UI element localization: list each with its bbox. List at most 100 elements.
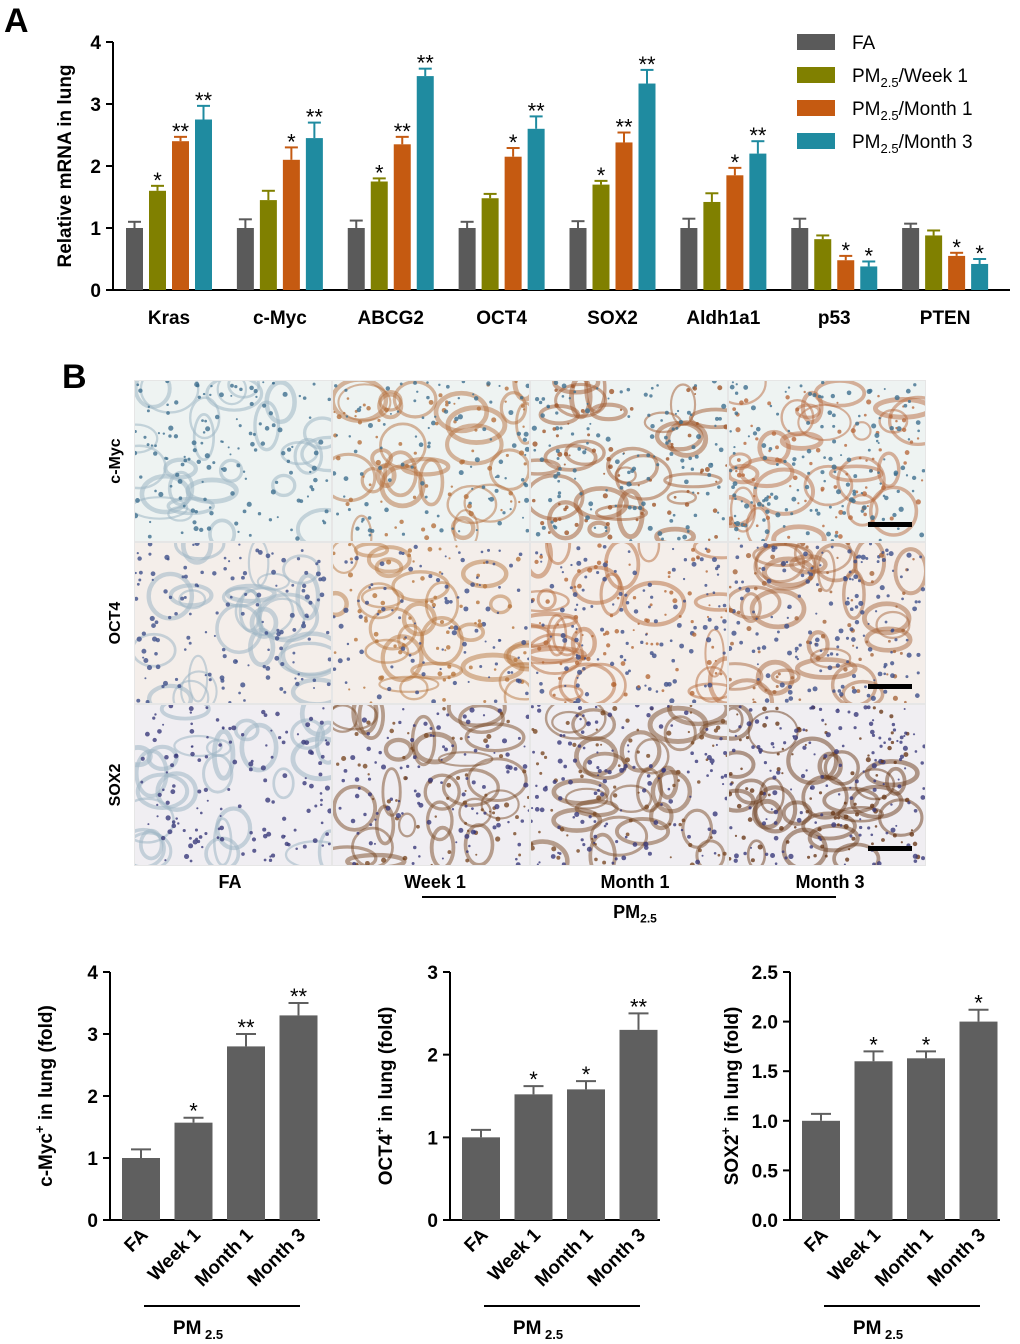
bar: [619, 1029, 658, 1220]
micrograph-sox2-fa: [134, 704, 332, 866]
micrograph-texture: [333, 381, 529, 541]
y-axis-title: OCT4+ in lung (fold): [372, 1007, 397, 1186]
micrograph-cmyc-fa: [134, 380, 332, 542]
micrograph-oct4-month1: [530, 542, 728, 704]
y-tick-label: 4: [87, 963, 98, 984]
significance-marker: *: [841, 238, 850, 263]
significance-marker: **: [615, 115, 633, 140]
micrograph-cmyc-week1: [332, 380, 530, 542]
bar: [907, 1058, 945, 1220]
y-tick-label: 3: [427, 963, 438, 984]
significance-marker: *: [975, 241, 984, 266]
micrograph-texture: [333, 705, 529, 865]
significance-marker: *: [582, 1062, 591, 1087]
category-label: FA: [801, 1224, 833, 1256]
bar: [837, 260, 855, 290]
micrograph-oct4-month3: [728, 542, 926, 704]
significance-marker: **: [528, 98, 546, 123]
significance-marker: **: [195, 88, 213, 113]
legend-swatch: [797, 67, 835, 83]
y-tick-label: 1: [427, 1128, 438, 1149]
bar: [703, 201, 721, 290]
y-tick-label: 3: [87, 1025, 98, 1046]
micrograph-cmyc-month1: [530, 380, 728, 542]
bar: [592, 184, 610, 290]
legend-label: PM2.5/Month 3: [852, 132, 973, 156]
bar: [638, 83, 656, 290]
legend-label: PM2.5/Week 1: [852, 66, 968, 90]
significance-marker: *: [974, 991, 983, 1016]
micrograph-texture: [135, 543, 331, 703]
y-tick-label: 2: [90, 157, 101, 178]
y-axis-title: Relative mRNA in lung: [55, 64, 76, 267]
micrograph-oct4-week1: [332, 542, 530, 704]
bar: [172, 141, 189, 290]
bar: [416, 76, 434, 290]
bar: [126, 228, 143, 290]
bar: [174, 1122, 213, 1220]
bar: [347, 228, 365, 290]
bar: [122, 1158, 160, 1220]
category-label: Month 3: [244, 1225, 310, 1291]
bar: [458, 228, 476, 290]
micrograph-sox2-month3: [728, 704, 926, 866]
category-label: SOX2: [587, 308, 638, 329]
category-label: FA: [121, 1224, 153, 1256]
y-tick-label: 1.0: [752, 1112, 778, 1133]
significance-marker: **: [290, 984, 308, 1009]
bar: [279, 1015, 318, 1220]
y-tick-label: 4: [90, 33, 101, 54]
significance-marker: *: [869, 1032, 878, 1057]
category-label: OCT4: [476, 308, 527, 329]
significance-marker: **: [172, 119, 190, 144]
pm25-bracket-line: [422, 896, 836, 898]
scale-bar: [868, 522, 912, 527]
category-label: FA: [461, 1224, 493, 1256]
significance-marker: **: [749, 123, 767, 148]
y-tick-label: 0: [87, 1211, 98, 1232]
bar: [959, 1021, 998, 1220]
micrograph-texture: [333, 543, 529, 703]
significance-marker: **: [417, 51, 435, 76]
y-axis-title: c-Myc+ in lung (fold): [32, 1005, 57, 1187]
y-tick-label: 2.0: [752, 1013, 778, 1034]
bar: [195, 119, 212, 290]
bar: [615, 142, 633, 290]
bar: [259, 200, 277, 290]
micro-row-label-sox2: SOX2: [107, 763, 124, 807]
bar: [902, 228, 920, 290]
category-label: PTEN: [920, 308, 971, 329]
significance-marker: **: [237, 1015, 255, 1040]
significance-marker: **: [630, 994, 648, 1019]
category-label: Aldh1a1: [686, 308, 760, 329]
bar: [514, 1094, 553, 1220]
bar: [305, 138, 323, 290]
y-tick-label: 0.0: [752, 1211, 778, 1232]
y-tick-label: 2.5: [752, 963, 779, 984]
micro-col-label-week1: Week 1: [404, 872, 466, 892]
micrograph-oct4-fa: [134, 542, 332, 704]
significance-marker: **: [306, 105, 324, 130]
micro-group-label: PM2.5: [613, 902, 657, 926]
legend-swatch: [797, 133, 835, 149]
legend-label: PM2.5/Month 1: [852, 99, 973, 123]
micrograph-texture: [729, 543, 925, 703]
significance-marker: *: [864, 243, 873, 268]
pm25-group-label: PM 2.5: [173, 1318, 223, 1342]
bar: [749, 153, 767, 290]
y-tick-label: 1.5: [752, 1062, 779, 1083]
significance-marker: *: [597, 163, 606, 188]
y-tick-label: 2: [87, 1087, 98, 1108]
significance-marker: **: [638, 52, 656, 77]
bar: [569, 228, 587, 290]
significance-marker: *: [731, 150, 740, 175]
category-label: p53: [818, 308, 851, 329]
bar: [227, 1046, 265, 1220]
significance-marker: *: [375, 160, 384, 185]
micrograph-texture: [135, 381, 331, 541]
significance-marker: *: [153, 168, 162, 193]
bar: [726, 175, 744, 290]
legend-swatch: [797, 34, 835, 50]
